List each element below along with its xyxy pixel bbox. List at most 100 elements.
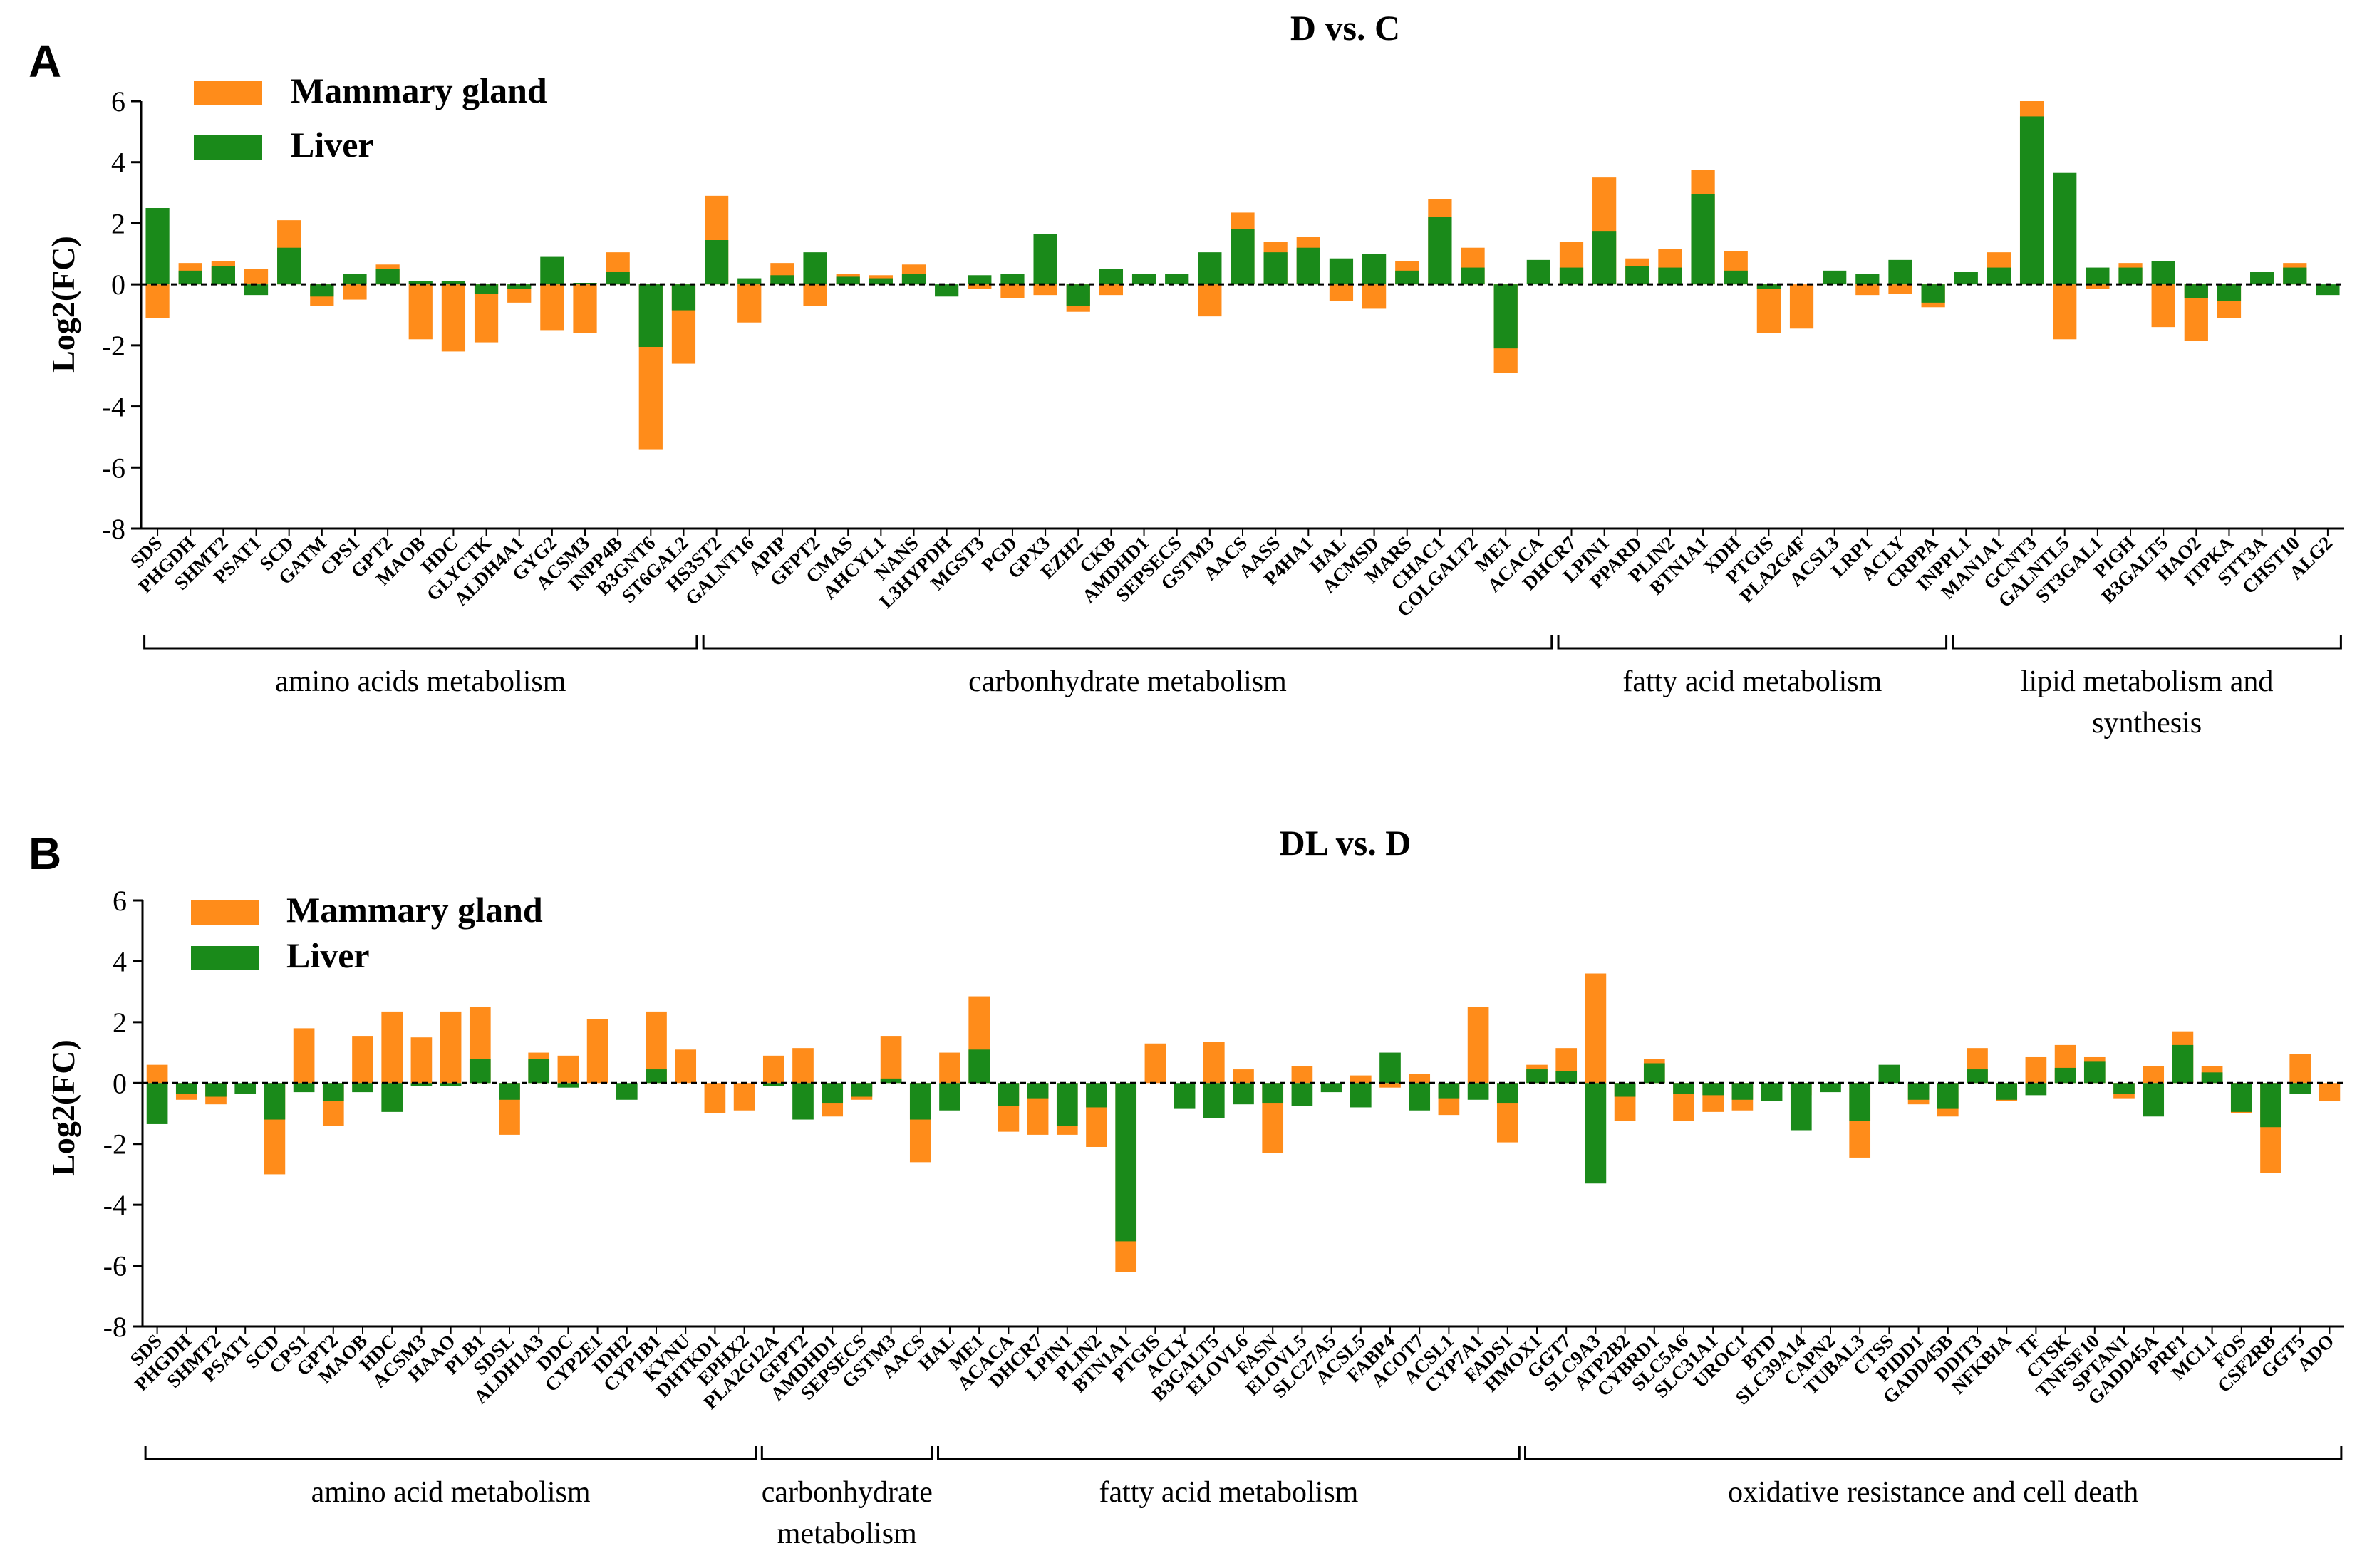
p0-y-tick-label: -2	[102, 330, 125, 362]
p1-bar-liver-B3GALT5	[1203, 1083, 1225, 1118]
p0-bar-liver-AACS	[1231, 229, 1255, 285]
p0-bar-mammary-GALNT16	[737, 284, 762, 323]
p1-y-tick-label: 4	[113, 945, 127, 977]
p1-bar-liver-MCL1	[2201, 1072, 2223, 1084]
p0-group-label-1: carbonhydrate metabolism	[968, 665, 1287, 698]
p1-bar-liver-CYP1B1	[646, 1069, 667, 1084]
p1-bar-liver-FASN	[1262, 1083, 1284, 1104]
p1-bar-mammary-ACOT7	[1409, 1074, 1431, 1084]
p0-bar-liver-MGST3	[968, 275, 992, 285]
p0-bar-mammary-PGD	[1000, 284, 1025, 298]
p0-bar-liver-GATM	[310, 284, 334, 297]
p1-group-label-1: carbonhydrate	[762, 1476, 933, 1509]
p1-bar-liver-GADD45B	[1937, 1083, 1959, 1109]
p1-bar-liver-PLA2G12A	[762, 1083, 784, 1086]
p0-bar-liver-AASS	[1263, 252, 1288, 285]
p1-bar-mammary-B3GALT5	[1203, 1042, 1225, 1084]
p0-bar-liver-LPIN1	[1592, 231, 1617, 285]
p0-bar-liver-GPT2	[375, 269, 400, 285]
p0-bar-mammary-GYG2	[540, 284, 564, 331]
p0-bar-liver-ACLY	[1888, 259, 1912, 285]
p0-group-bracket-1	[702, 635, 1553, 650]
p1-bar-liver-CAPN2	[1820, 1083, 1841, 1093]
p0-group-bracket-0	[143, 635, 698, 650]
p0-bar-mammary-PLA2G4F	[1789, 284, 1814, 329]
legend-swatch-liver	[194, 135, 262, 160]
p1-bar-mammary-DHTKD1	[704, 1083, 726, 1113]
p1-y-tick-label: 6	[113, 885, 127, 917]
p1-bar-mammary-HAL	[939, 1052, 960, 1084]
p0-bar-liver-ITPKA	[2217, 284, 2242, 301]
p0-y-tick-label: 2	[111, 207, 125, 239]
p1-group-bracket-0	[144, 1446, 757, 1460]
p1-bar-liver-SLC31A1	[1702, 1083, 1724, 1096]
p0-bar-liver-MARS	[1395, 270, 1419, 285]
p0-bar-liver-GSTM3	[1198, 252, 1222, 285]
p1-bar-liver-HMOX1	[1526, 1069, 1548, 1084]
p1-bar-mammary-ADO	[2319, 1083, 2341, 1101]
p0-bar-liver-APIP	[770, 275, 794, 285]
p0-bar-liver-AMDHD1	[1131, 274, 1156, 285]
p0-bar-liver-MAOB	[408, 281, 433, 285]
panel-a: A D vs. C Log2(FC) Mammary gland Liver 6…	[29, 8, 2344, 739]
p0-bar-liver-PSAT1	[244, 284, 269, 296]
p0-group-bracket-2	[1557, 635, 1948, 650]
p1-bar-liver-ACACA	[998, 1083, 1020, 1106]
p0-bar-liver-PIGH	[2118, 267, 2143, 285]
p1-group-label-0: amino acid metabolism	[311, 1476, 591, 1509]
p0-bar-mammary-GSTM3	[1198, 284, 1222, 317]
p1-bar-liver-ME1	[968, 1049, 990, 1084]
p1-y-tick-label: -6	[103, 1250, 127, 1282]
p1-bar-liver-DDIT3	[1967, 1069, 1988, 1084]
p0-bar-liver-STT3A	[2250, 272, 2274, 285]
p1-bar-liver-ATP2B2	[1614, 1083, 1636, 1097]
p0-bar-mammary-CKB	[1099, 284, 1124, 296]
p0-bar-mammary-B3GALT5	[2151, 284, 2175, 328]
chart-title-b: DL vs. D	[1280, 823, 1412, 863]
p0-bar-mammary-GFPT2	[803, 284, 827, 306]
p0-y-tick-label: -6	[102, 452, 125, 484]
p0-bar-mammary-PSAT1	[244, 269, 269, 285]
p1-bar-liver-SHMT2	[205, 1083, 227, 1097]
p1-bar-liver-SEPSECS	[851, 1083, 873, 1097]
p0-bar-liver-COLGALT2	[1461, 267, 1485, 285]
p1-bar-liver-SLC5A6	[1673, 1083, 1694, 1094]
p0-bar-liver-GALNTL5	[2053, 172, 2077, 285]
p1-bar-mammary-MAOB	[352, 1036, 373, 1084]
p0-group-label-2: fatty acid metabolism	[1622, 665, 1882, 698]
p1-bar-liver-SDS	[146, 1083, 168, 1124]
legend-label-liver: Liver	[291, 125, 374, 165]
p0-bar-liver-CRPPA	[1921, 284, 1945, 303]
p0-bar-liver-ACMSD	[1362, 254, 1387, 285]
p1-bar-mammary-SLC9A3	[1585, 973, 1607, 1084]
p0-bar-liver-XDH	[1724, 270, 1748, 285]
p1-bar-mammary-DDC	[557, 1055, 579, 1084]
p1-bar-liver-ACSM3	[410, 1083, 433, 1086]
p0-bar-mammary-ST3GAL1	[2086, 284, 2110, 289]
p0-y-tick-label: 0	[111, 269, 125, 301]
p0-bar-mammary-GPX3	[1033, 284, 1057, 296]
p1-bar-liver-HDC	[381, 1083, 403, 1112]
p0-bar-liver-NANS	[901, 274, 926, 285]
p1-bar-liver-DDC	[557, 1083, 579, 1088]
p0-bar-liver-PGD	[1000, 274, 1025, 285]
p0-bar-liver-GCNT3	[2019, 116, 2044, 285]
p0-bar-liver-SDS	[145, 208, 170, 285]
p1-bar-liver-NFKBIA	[1996, 1083, 2018, 1100]
p1-bar-liver-GADD45A	[2143, 1083, 2165, 1117]
p0-bar-mammary-ACLY	[1888, 284, 1912, 294]
legend-label-liver: Liver	[286, 935, 370, 975]
p1-bar-liver-ELOVL5	[1291, 1083, 1313, 1106]
p1-bar-liver-PLB1	[469, 1059, 491, 1084]
p1-group-bracket-3	[1524, 1446, 2343, 1460]
p1-bar-liver-PLIN2	[1086, 1083, 1107, 1108]
p0-bar-liver-HAL	[1329, 258, 1354, 285]
p1-bar-liver-BTN1A1	[1115, 1083, 1137, 1242]
p0-bar-liver-CMAS	[836, 276, 860, 285]
p1-y-tick-label: -8	[103, 1311, 127, 1343]
p0-bar-liver-ST6GAL2	[671, 284, 696, 311]
p0-bar-liver-GALNT16	[737, 278, 762, 285]
p1-bar-liver-FABP4	[1379, 1052, 1401, 1084]
p0-bar-liver-GFPT2	[803, 252, 827, 285]
p0-group-label-3: lipid metabolism and	[2021, 665, 2274, 698]
